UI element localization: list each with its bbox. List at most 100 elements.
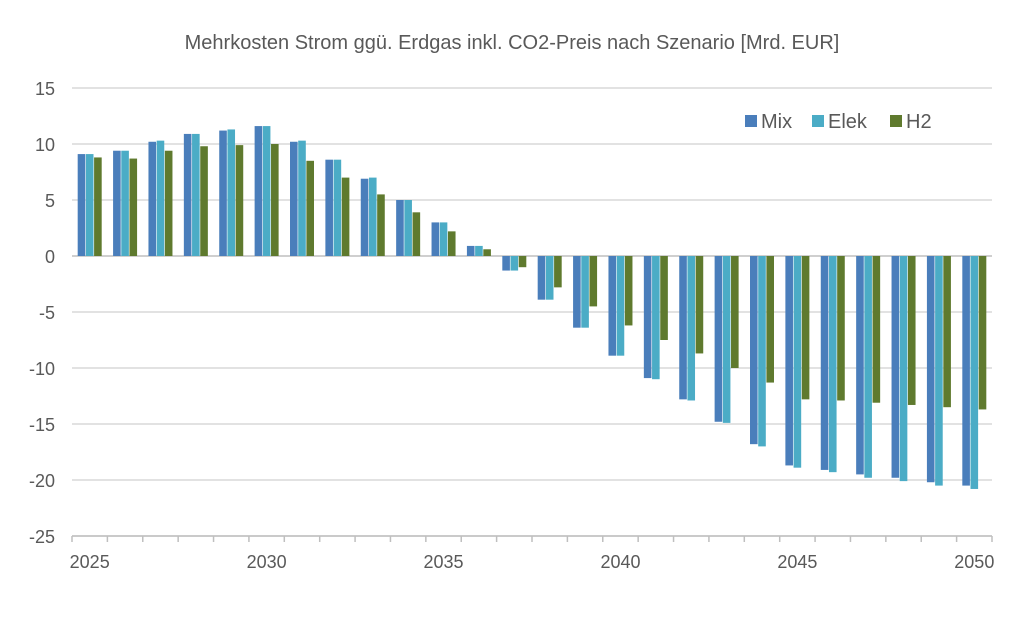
bar-mix xyxy=(820,256,829,470)
bar-elek xyxy=(828,256,837,473)
bar-elek xyxy=(439,222,448,256)
bar-h2 xyxy=(801,256,810,400)
bar-mix xyxy=(396,200,404,256)
bar-elek xyxy=(864,256,872,478)
x-tick-label: 2045 xyxy=(777,552,817,572)
bar-mix xyxy=(537,256,546,300)
bar-h2 xyxy=(341,177,350,256)
bar-h2 xyxy=(589,256,598,307)
bar-elek xyxy=(758,256,766,447)
bar-elek xyxy=(192,133,200,256)
y-tick-label: 15 xyxy=(35,79,55,99)
y-tick-label: 5 xyxy=(45,191,55,211)
y-tick-label: -15 xyxy=(29,415,55,435)
bar-h2 xyxy=(943,256,951,408)
bar-mix xyxy=(325,159,333,256)
bar-elek xyxy=(262,126,271,256)
bar-mix xyxy=(679,256,687,400)
bar-h2 xyxy=(518,256,527,268)
bars xyxy=(77,126,987,489)
bar-elek xyxy=(510,256,519,271)
bar-h2 xyxy=(94,157,102,256)
bar-mix xyxy=(360,178,369,256)
bar-elek xyxy=(899,256,908,482)
bar-elek xyxy=(475,245,483,256)
bar-h2 xyxy=(412,212,421,256)
bar-h2 xyxy=(306,160,314,256)
bar-elek xyxy=(970,256,979,489)
bar-h2 xyxy=(271,144,279,256)
bar-elek xyxy=(616,256,625,356)
bar-elek xyxy=(85,154,94,256)
x-axis: 2025 2030 2035 2040 2045 2050 xyxy=(70,535,994,572)
y-tick-label: -5 xyxy=(39,303,55,323)
gridlines xyxy=(72,87,992,537)
bar-mix xyxy=(183,133,192,256)
bar-elek xyxy=(227,129,236,256)
x-tick-label: 2050 xyxy=(954,552,994,572)
bar-mix xyxy=(113,150,121,256)
legend-label-h2: H2 xyxy=(906,111,932,133)
y-tick-label: 10 xyxy=(35,135,55,155)
bar-elek xyxy=(793,256,802,468)
bar-elek xyxy=(156,140,165,256)
bar-h2 xyxy=(907,256,916,405)
bar-mix xyxy=(77,154,86,256)
y-tick-label: -20 xyxy=(29,471,55,491)
bar-h2 xyxy=(766,256,774,383)
x-tick-label: 2035 xyxy=(424,552,464,572)
chart-title: Mehrkosten Strom ggü. Erdgas inkl. CO2-P… xyxy=(184,32,840,54)
bar-elek xyxy=(368,177,377,256)
bar-mix xyxy=(926,256,935,483)
bar-h2 xyxy=(624,256,633,326)
bar-mix xyxy=(962,256,970,486)
bar-mix xyxy=(466,245,475,256)
bar-h2 xyxy=(731,256,739,368)
legend-label-mix: Mix xyxy=(761,111,792,133)
bar-elek xyxy=(722,256,731,423)
bar-mix xyxy=(856,256,864,475)
bar-h2 xyxy=(695,256,704,354)
bar-elek xyxy=(545,256,554,300)
bar-h2 xyxy=(200,146,208,256)
bar-h2 xyxy=(978,256,987,410)
bar-h2 xyxy=(447,231,456,256)
bar-mix xyxy=(714,256,723,422)
bar-mix xyxy=(608,256,617,356)
bar-h2 xyxy=(377,194,385,256)
bar-elek xyxy=(333,159,342,256)
x-tick-label: 2025 xyxy=(70,552,110,572)
y-axis-tick-labels: 15 10 5 0 -5 -10 -15 -20 -25 xyxy=(29,79,55,547)
legend-swatch-elek xyxy=(812,115,824,127)
x-tick-label: 2040 xyxy=(600,552,640,572)
bar-mix xyxy=(643,256,652,379)
bar-h2 xyxy=(554,256,562,288)
legend: Mix Elek H2 xyxy=(745,111,932,133)
bar-elek xyxy=(298,140,306,256)
bar-mix xyxy=(431,222,440,256)
bar-mix xyxy=(785,256,793,466)
bar-mix xyxy=(219,130,227,256)
bar-elek xyxy=(404,200,412,256)
bar-elek xyxy=(652,256,660,380)
bar-mix xyxy=(502,256,510,271)
y-tick-label: 0 xyxy=(45,247,55,267)
bar-h2 xyxy=(837,256,845,401)
bar-h2 xyxy=(129,158,138,256)
bar-elek xyxy=(121,150,129,256)
bar-h2 xyxy=(872,256,881,403)
bar-elek xyxy=(935,256,943,486)
bar-mix xyxy=(290,141,298,256)
bar-mix xyxy=(891,256,900,478)
bar-elek xyxy=(581,256,589,328)
y-tick-label: -25 xyxy=(29,527,55,547)
bar-h2 xyxy=(483,249,491,256)
x-tick-label: 2030 xyxy=(247,552,287,572)
legend-swatch-mix xyxy=(745,115,757,127)
bar-mix xyxy=(573,256,581,328)
bar-mix xyxy=(254,126,263,256)
bar-h2 xyxy=(164,150,173,256)
bar-mix xyxy=(750,256,758,445)
